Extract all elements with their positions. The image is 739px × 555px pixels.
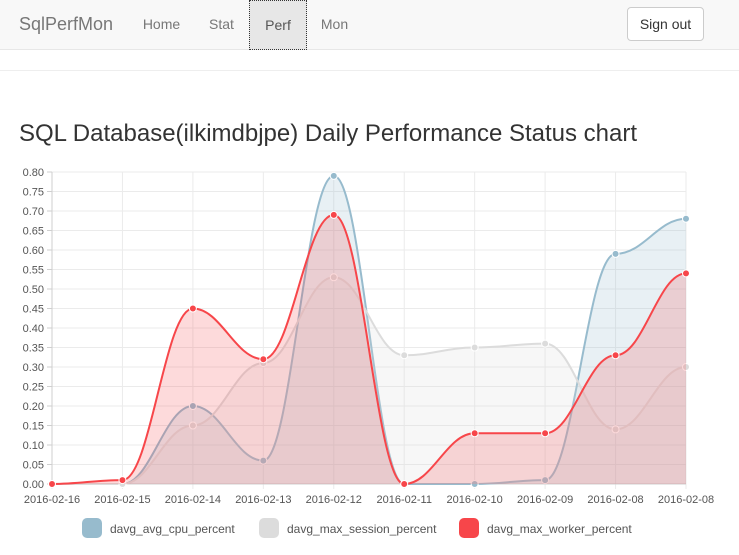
y-tick-label: 0.65 (23, 226, 44, 238)
y-tick-label: 0.60 (23, 245, 44, 257)
performance-chart: 0.00 0.05 0.10 0.15 0.20 0.25 0.30 0.35 0.40 0.45… (23, 167, 714, 538)
y-tick-label: 0.50 (23, 284, 44, 296)
series-line-1 (52, 276, 687, 485)
data-point (470, 429, 479, 438)
data-point (541, 339, 550, 348)
x-tick-label: 2016-02-10 (447, 494, 503, 506)
brand-link[interactable]: SqlPerfMon (19, 14, 114, 34)
x-tick-label: 2016-02-14 (165, 494, 221, 506)
nav-item-stat[interactable]: Stat (209, 16, 234, 32)
data-point (611, 351, 620, 360)
sign-out-button[interactable]: Sign out (627, 7, 704, 41)
data-point (470, 480, 479, 488)
legend-swatch (459, 518, 479, 538)
x-tick-label: 2016-02-15 (94, 494, 150, 506)
y-tick-label: 0.10 (23, 440, 44, 452)
x-tick-label: 2016-02-09 (517, 494, 573, 506)
nav-item-mon[interactable]: Mon (320, 16, 349, 32)
nav-item-perf[interactable]: Perf (249, 0, 307, 50)
x-tick-label: 2016-02-16 (24, 494, 80, 506)
x-tick-label: 2016-02-12 (306, 494, 362, 506)
data-point (682, 363, 690, 371)
data-point (541, 476, 550, 485)
legend-swatch (82, 518, 102, 538)
nav-item-home[interactable]: Home (142, 16, 181, 32)
y-tick-label: 0.35 (23, 343, 44, 355)
y-tick-label: 0.05 (23, 460, 44, 472)
x-tick-label: 2016-02-13 (235, 494, 291, 506)
y-tick-label: 0.20 (23, 401, 44, 413)
legend-label: davg_avg_cpu_percent (110, 522, 235, 536)
y-tick-label: 0.80 (23, 167, 44, 179)
y-tick-label: 0.25 (23, 382, 44, 394)
data-point (188, 402, 197, 410)
y-tick-label: 0.40 (23, 323, 44, 335)
x-tick-label: 2016-02-08 (587, 494, 643, 506)
series-line-0 (52, 174, 687, 485)
y-tick-label: 0.70 (23, 206, 44, 218)
x-tick-label: 2016-02-11 (376, 494, 431, 506)
x-tick-label: 2016-02-08 (658, 494, 714, 506)
y-tick-label: 0.75 (23, 187, 44, 199)
data-point (259, 355, 268, 364)
legend-label: davg_max_worker_percent (487, 522, 632, 536)
legend-label: davg_max_session_percent (287, 522, 437, 536)
series-line-2 (51, 213, 687, 486)
data-point (329, 210, 338, 219)
data-point (541, 429, 550, 438)
navbar: SqlPerfMon Home Stat Perf Mon Sign out (0, 0, 739, 50)
data-point (682, 269, 690, 278)
data-point (329, 171, 338, 180)
data-point (400, 480, 409, 488)
data-point (329, 273, 338, 282)
data-point (259, 456, 268, 465)
y-tick-label: 0.00 (23, 479, 44, 491)
data-point (48, 480, 56, 488)
data-point (470, 343, 479, 352)
data-point (188, 304, 197, 313)
data-point (682, 214, 690, 223)
data-point (118, 476, 127, 485)
y-tick-label: 0.45 (23, 304, 44, 316)
y-tick-label: 0.15 (23, 421, 44, 433)
data-point (400, 351, 409, 360)
y-tick-label: 0.30 (23, 362, 44, 374)
data-point (611, 249, 620, 258)
divider (0, 70, 739, 71)
data-point (611, 425, 620, 434)
y-tick-label: 0.55 (23, 265, 44, 277)
legend-swatch (259, 518, 279, 538)
page-title: SQL Database(ilkimdbjpe) Daily Performan… (19, 120, 638, 147)
data-point (188, 421, 197, 430)
